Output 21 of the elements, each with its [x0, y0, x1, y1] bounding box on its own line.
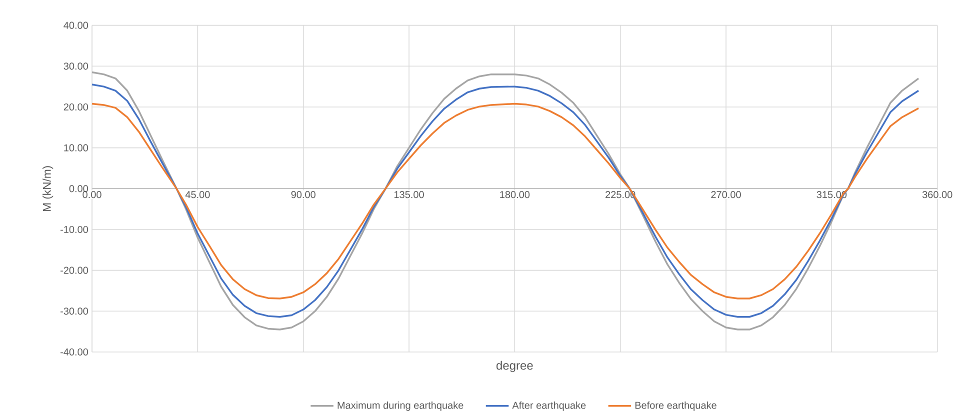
legend-label: Maximum during earthquake: [338, 402, 464, 411]
x-tick-label: 180.00: [500, 191, 530, 198]
x-tick-label: 360.00: [922, 191, 952, 198]
x-tick-label: 90.00: [291, 191, 316, 198]
x-axis-title: degree: [496, 360, 533, 372]
y-tick-label: -40.00: [60, 348, 88, 356]
y-tick-label: 30.00: [64, 62, 88, 70]
x-tick-label: 270.00: [711, 191, 741, 198]
x-tick-label: 0.00: [82, 191, 102, 198]
legend-label: After earthquake: [512, 402, 586, 411]
x-tick-label: 135.00: [394, 191, 424, 198]
y-tick-label: 40.00: [64, 22, 88, 29]
y-axis-title: M (kN/m): [42, 166, 54, 212]
y-tick-label: 0.00: [69, 185, 88, 192]
legend-label: Before earthquake: [635, 402, 716, 411]
y-tick-label: 10.00: [64, 144, 88, 152]
y-tick-label: 20.00: [64, 103, 88, 111]
x-tick-label: 45.00: [185, 191, 210, 198]
y-tick-label: -20.00: [60, 266, 88, 274]
y-tick-label: -30.00: [60, 308, 88, 315]
y-tick-label: -10.00: [60, 226, 88, 234]
